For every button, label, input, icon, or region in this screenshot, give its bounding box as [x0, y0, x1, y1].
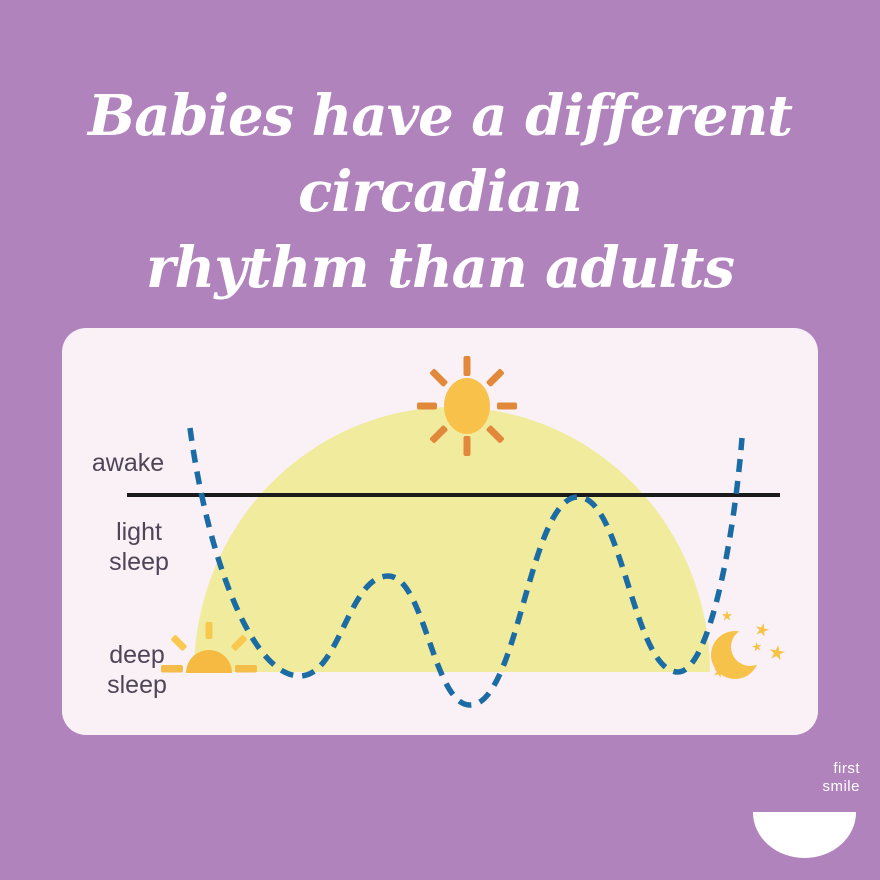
sunrise-rays: [171, 622, 247, 651]
sun-disc: [444, 378, 490, 434]
label-awake: awake: [91, 449, 165, 477]
logo-wordmark: first smile: [822, 760, 860, 796]
moon-and-stars-icon: [705, 610, 786, 685]
label-light-sleep: light sleep: [109, 518, 169, 576]
label-deep-sleep: deep sleep: [107, 641, 167, 699]
daylight-dome: [194, 407, 710, 672]
star-icon: [768, 643, 786, 661]
page-title: Babies have a different circadian rhythm…: [0, 78, 880, 306]
title-line-2: rhythm than adults: [146, 235, 735, 301]
sleep-rhythm-curve: [187, 427, 745, 708]
sun-icon: [417, 356, 517, 456]
sunrise-horizon-dashes: [161, 665, 257, 673]
logo-line-2: smile: [822, 778, 860, 795]
title-line-1: Babies have a different circadian: [87, 83, 793, 225]
sun-rays: [417, 356, 517, 456]
star-icon: [721, 610, 733, 621]
moon-icon: [705, 625, 767, 685]
logo-line-1: first: [833, 760, 860, 777]
sunrise-half-sun: [186, 650, 232, 673]
sunrise-icon: [161, 622, 257, 673]
